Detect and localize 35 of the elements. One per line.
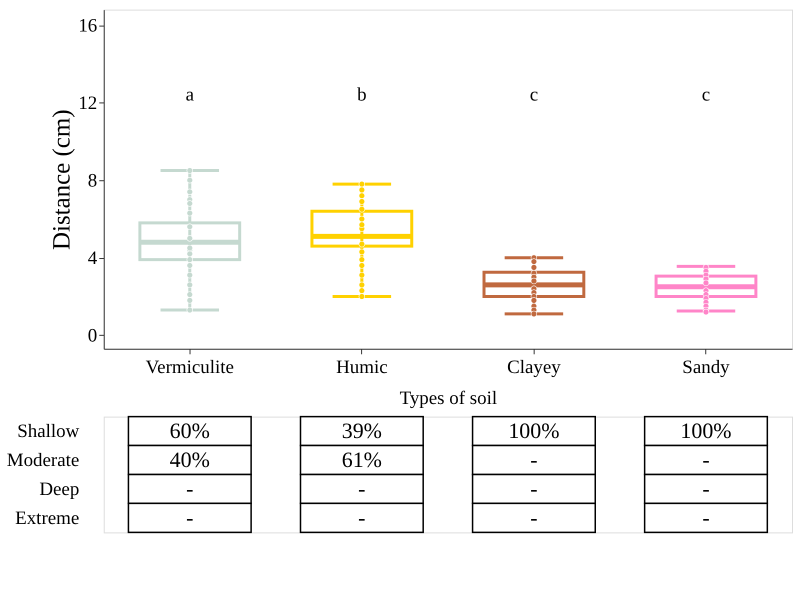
y-tick-label: 8 <box>88 170 98 192</box>
text: - <box>358 476 366 501</box>
text: - <box>186 476 194 501</box>
x-tick-label: Vermiculite <box>146 357 234 378</box>
x-tick-label: Humic <box>336 357 388 378</box>
text: - <box>530 447 538 472</box>
y-tick-label: 4 <box>88 248 98 270</box>
text: 61% <box>342 447 382 472</box>
text: Deep <box>39 478 80 500</box>
text: Shallow <box>17 421 80 442</box>
x-tick-label: Clayey <box>507 357 562 378</box>
text: - <box>530 476 538 501</box>
y-tick-label: 16 <box>78 16 98 37</box>
y-tick-label: 12 <box>78 93 98 114</box>
text: - <box>186 504 194 530</box>
annotation: c <box>702 84 710 106</box>
text: - <box>702 447 710 472</box>
annotation: c <box>530 84 538 106</box>
x-axis-title: Types of soil <box>400 388 498 410</box>
y-axis-title: Distance (cm) <box>48 109 76 250</box>
annotation: b <box>357 84 367 106</box>
text: Moderate <box>6 450 80 472</box>
annotation: a <box>186 84 195 106</box>
text: - <box>702 476 710 501</box>
text: 100% <box>508 418 560 444</box>
text: 100% <box>680 418 732 444</box>
y-tick-label: 0 <box>88 326 98 347</box>
text: - <box>530 504 538 530</box>
text: - <box>358 504 366 530</box>
text: Extreme <box>15 508 80 529</box>
text: 40% <box>170 447 210 472</box>
text: 39% <box>342 418 382 444</box>
x-tick-label: Sandy <box>682 357 730 378</box>
text: - <box>702 504 710 530</box>
text: 60% <box>170 418 210 444</box>
